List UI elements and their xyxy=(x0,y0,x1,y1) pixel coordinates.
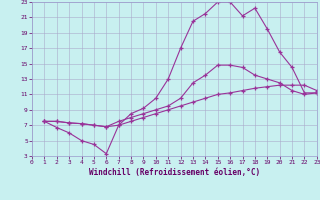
X-axis label: Windchill (Refroidissement éolien,°C): Windchill (Refroidissement éolien,°C) xyxy=(89,168,260,177)
